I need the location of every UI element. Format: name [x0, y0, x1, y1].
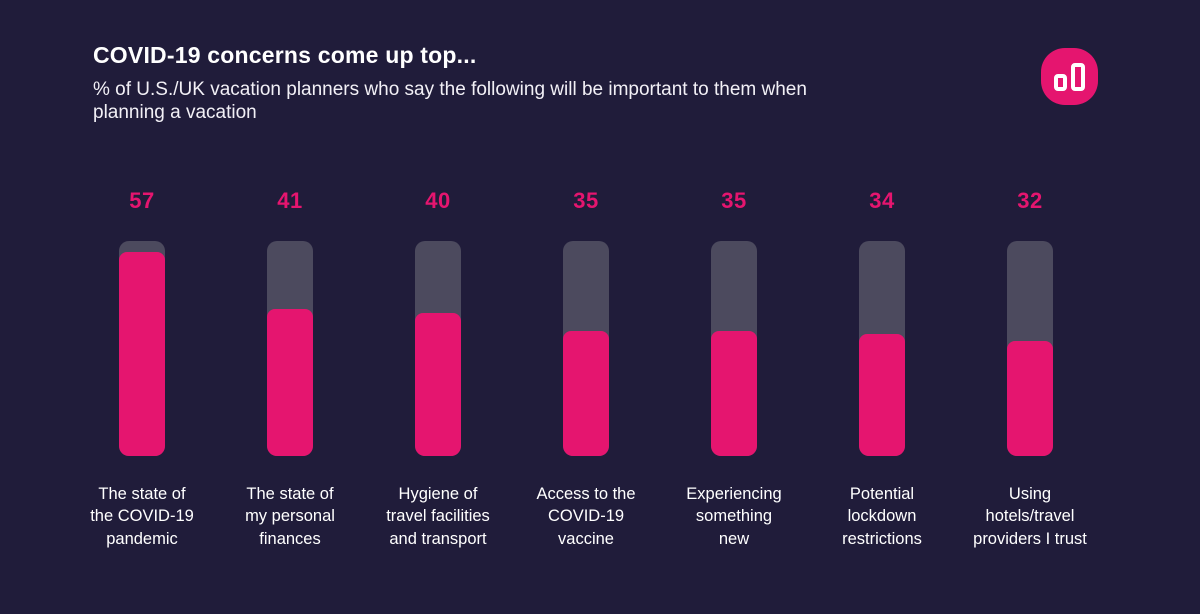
bar-chart: 57 The state of the COVID-19 pandemic 41 Th…	[68, 188, 1104, 550]
chart-header: COVID-19 concerns come up top... % of U.…	[93, 42, 953, 124]
category-label: Experiencing something new	[686, 485, 782, 548]
bar-track	[711, 241, 757, 456]
bar-fill	[859, 334, 905, 456]
bar-value-label: 57	[129, 188, 155, 213]
bar-value-label: 35	[573, 188, 599, 213]
category-label: Hygiene of travel facilities and transpo…	[386, 485, 490, 548]
bar-track	[119, 241, 165, 456]
bar-value-label: 35	[721, 188, 747, 213]
bar-column: 57 The state of the COVID-19 pandemic	[68, 188, 216, 550]
category-label: Access to the COVID-19 vaccine	[536, 485, 636, 548]
bar-fill	[119, 251, 165, 456]
bar-fill	[711, 330, 757, 456]
bar-track	[859, 241, 905, 456]
bar-value-label: 34	[869, 188, 895, 213]
logo-tall-bar-icon	[1071, 63, 1085, 91]
bar-track	[415, 241, 461, 456]
bar-column: 41 The state of my personal finances	[216, 188, 364, 550]
bar-fill	[1007, 341, 1053, 456]
bar-value-label: 40	[425, 188, 451, 213]
bar-column: 40 Hygiene of travel facilities and trans…	[364, 188, 512, 550]
bar-track	[267, 241, 313, 456]
category-label: Potential lockdown restrictions	[842, 485, 922, 548]
bar-value-label: 32	[1017, 188, 1043, 213]
bar-column: 35 Access to the COVID-19 vaccine	[512, 188, 660, 550]
bar-fill	[267, 309, 313, 456]
page-title: COVID-19 concerns come up top...	[93, 42, 477, 68]
bar-value-label: 41	[277, 188, 303, 213]
bar-column: 32 Using hotels/travel providers I trust	[956, 188, 1104, 550]
bar-track	[563, 241, 609, 456]
bar-fill	[563, 330, 609, 456]
bar-column: 34 Potential lockdown restrictions	[808, 188, 956, 550]
category-label: The state of my personal finances	[245, 485, 335, 548]
bar-column: 35 Experiencing something new	[660, 188, 808, 550]
chart-subtitle: % of U.S./UK vacation planners who say t…	[93, 79, 807, 123]
bar-chart-logo-icon	[1041, 48, 1098, 105]
bar-fill	[415, 312, 461, 456]
logo-small-bar-icon	[1054, 74, 1067, 91]
bar-track	[1007, 241, 1053, 456]
category-label: Using hotels/travel providers I trust	[973, 485, 1087, 548]
category-label: The state of the COVID-19 pandemic	[90, 485, 194, 548]
